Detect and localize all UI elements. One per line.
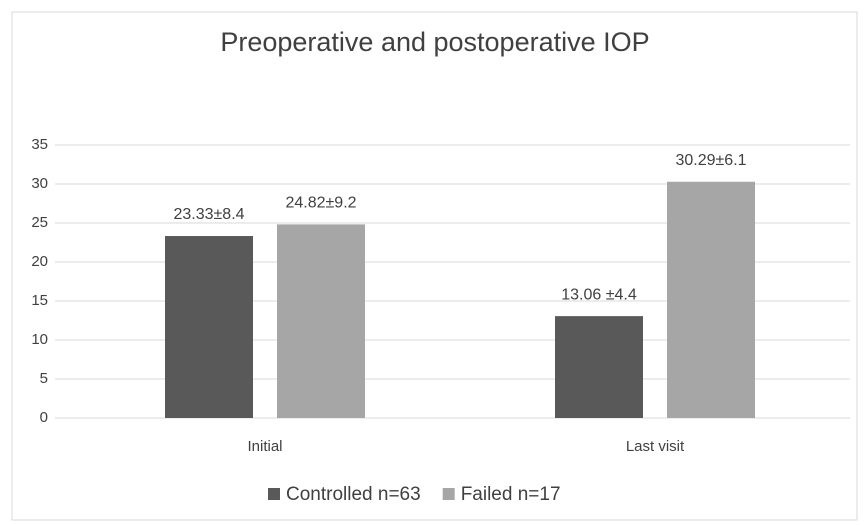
y-tick-label: 10 — [31, 331, 48, 348]
y-tick-label: 30 — [31, 175, 48, 192]
legend-swatch — [268, 488, 280, 500]
chart-title: Preoperative and postoperative IOP — [220, 27, 649, 57]
x-tick-label: Initial — [247, 438, 282, 455]
y-tick-label: 5 — [40, 370, 48, 387]
y-tick-label: 25 — [31, 214, 48, 231]
y-tick-label: 15 — [31, 292, 48, 309]
y-tick-label: 20 — [31, 253, 48, 270]
x-tick-label: Last visit — [626, 438, 685, 455]
bar — [555, 316, 643, 418]
data-label: 30.29±6.1 — [675, 152, 746, 169]
data-label: 23.33±8.4 — [173, 206, 244, 223]
data-label: 13.06 ±4.4 — [561, 286, 637, 303]
bar — [165, 236, 253, 418]
legend-label: Controlled n=63 — [286, 484, 421, 505]
y-tick-label: 0 — [40, 409, 48, 426]
legend-swatch — [442, 488, 455, 500]
bar — [277, 224, 365, 418]
legend-label: Failed n=17 — [461, 484, 561, 505]
data-label: 24.82±9.2 — [285, 195, 356, 212]
bar — [667, 181, 755, 418]
y-tick-label: 35 — [31, 136, 48, 153]
